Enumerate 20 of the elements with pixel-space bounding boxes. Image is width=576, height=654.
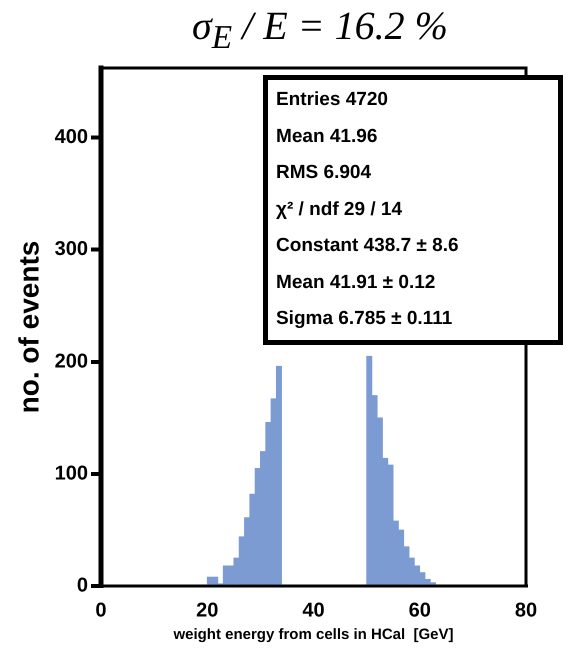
- y-tick-label: 0: [76, 574, 88, 597]
- y-axis-title: no. of events: [14, 240, 45, 414]
- y-tick-label: 300: [54, 238, 88, 260]
- annotation: Constant 438.7 ± 8.6: [276, 234, 460, 258]
- y-tick-label: 100: [54, 462, 88, 484]
- annotation: Entries 4720: [276, 88, 389, 112]
- x-tick-label: 0: [95, 600, 107, 622]
- x-axis-title: weight energy from cells in HCal [GeV]: [172, 626, 454, 644]
- annotation: χ² / ndf 29 / 14: [276, 198, 404, 222]
- y-tick-label: 400: [54, 126, 88, 148]
- x-tick-label: 60: [408, 600, 431, 622]
- x-tick-label: 20: [196, 600, 218, 622]
- chart-title: σ$_{E}$ / E = 16.2 %: [191, 2, 449, 57]
- annotation: Sigma 6.785 ± 0.111: [276, 307, 454, 331]
- x-tick-label: 80: [514, 600, 538, 622]
- annotation: RMS 6.904: [276, 161, 372, 185]
- x-tick-label: 40: [302, 600, 325, 622]
- y-tick-label: 200: [54, 350, 88, 372]
- annotation: Mean 41.91 ± 0.12: [276, 270, 436, 294]
- annotation: Mean 41.96: [276, 124, 378, 148]
